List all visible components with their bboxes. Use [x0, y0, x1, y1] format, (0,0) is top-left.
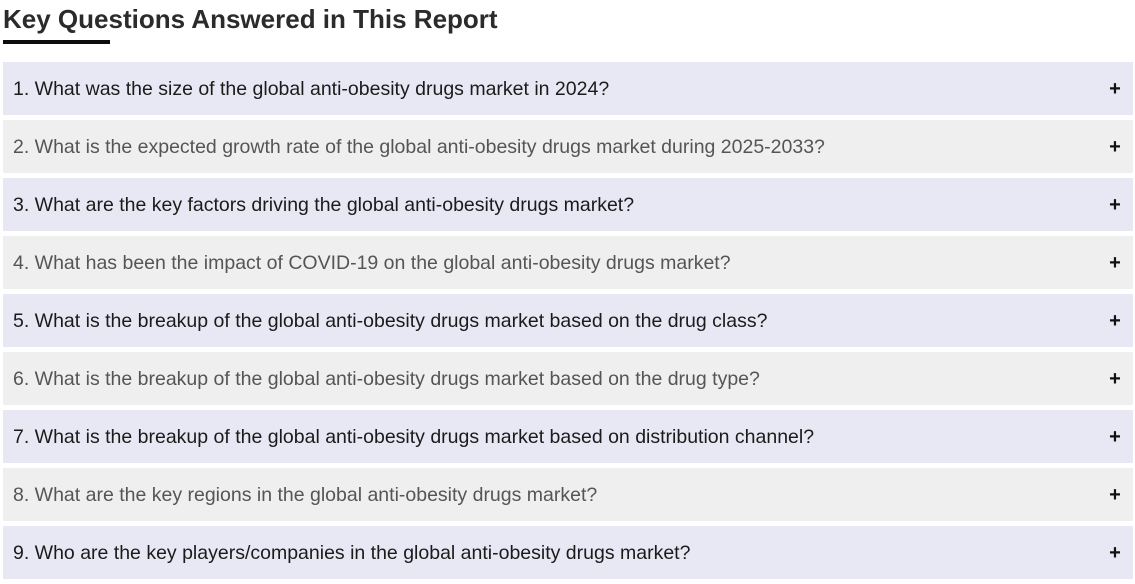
faq-item-2[interactable]: 2. What is the expected growth rate of t… — [3, 120, 1133, 173]
plus-icon[interactable]: + — [1109, 309, 1121, 332]
plus-icon[interactable]: + — [1109, 135, 1121, 158]
title-underline — [3, 40, 110, 44]
faq-question: 8. What are the key regions in the globa… — [13, 483, 598, 506]
plus-icon[interactable]: + — [1109, 367, 1121, 390]
plus-icon[interactable]: + — [1109, 251, 1121, 274]
plus-icon[interactable]: + — [1109, 193, 1121, 216]
faq-question: 4. What has been the impact of COVID-19 … — [13, 251, 731, 274]
plus-icon[interactable]: + — [1109, 541, 1121, 564]
faq-question: 3. What are the key factors driving the … — [13, 193, 635, 216]
faq-question: 6. What is the breakup of the global ant… — [13, 367, 760, 390]
plus-icon[interactable]: + — [1109, 483, 1121, 506]
faq-item-4[interactable]: 4. What has been the impact of COVID-19 … — [3, 236, 1133, 289]
faq-accordion: 1. What was the size of the global anti-… — [3, 62, 1133, 584]
faq-item-8[interactable]: 8. What are the key regions in the globa… — [3, 468, 1133, 521]
faq-item-5[interactable]: 5. What is the breakup of the global ant… — [3, 294, 1133, 347]
plus-icon[interactable]: + — [1109, 77, 1121, 100]
faq-item-6[interactable]: 6. What is the breakup of the global ant… — [3, 352, 1133, 405]
plus-icon[interactable]: + — [1109, 425, 1121, 448]
faq-question: 5. What is the breakup of the global ant… — [13, 309, 768, 332]
page-title: Key Questions Answered in This Report — [3, 4, 498, 34]
section-header: Key Questions Answered in This Report — [3, 0, 703, 50]
faq-question: 7. What is the breakup of the global ant… — [13, 425, 815, 448]
faq-question: 9. Who are the key players/companies in … — [13, 541, 691, 564]
faq-question: 2. What is the expected growth rate of t… — [13, 135, 825, 158]
faq-question: 1. What was the size of the global anti-… — [13, 77, 610, 100]
faq-item-3[interactable]: 3. What are the key factors driving the … — [3, 178, 1133, 231]
faq-item-1[interactable]: 1. What was the size of the global anti-… — [3, 62, 1133, 115]
faq-item-9[interactable]: 9. Who are the key players/companies in … — [3, 526, 1133, 579]
faq-item-7[interactable]: 7. What is the breakup of the global ant… — [3, 410, 1133, 463]
